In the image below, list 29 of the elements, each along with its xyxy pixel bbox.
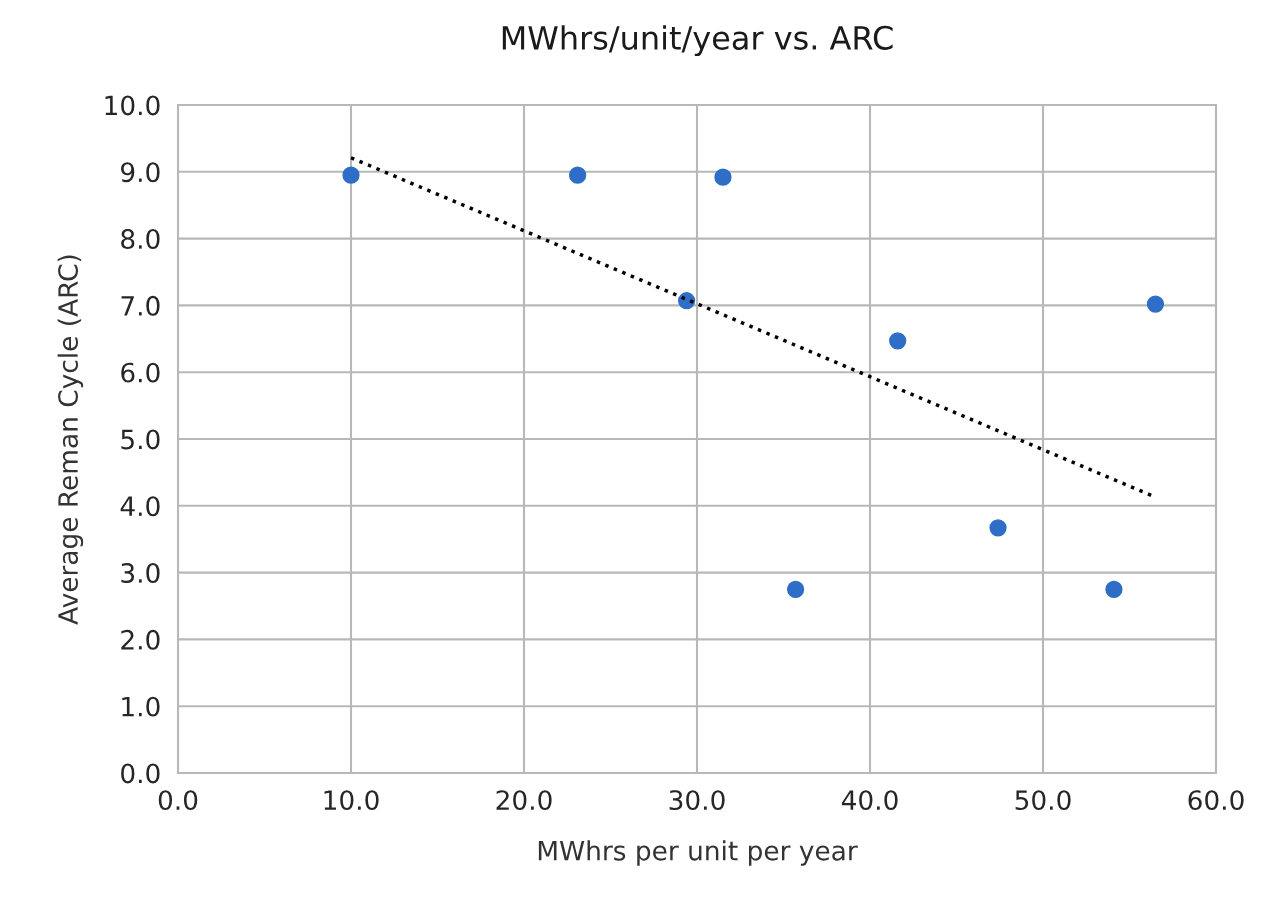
- y-tick-label: 6.0: [121, 362, 160, 383]
- y-tick-label: 7.0: [121, 295, 160, 316]
- x-tick-label: 10.0: [324, 790, 379, 811]
- y-tick-label: 1.0: [122, 696, 160, 717]
- x-tick-label: 50.0: [1015, 790, 1071, 811]
- point: [1105, 580, 1123, 598]
- point: [889, 332, 907, 350]
- y-axis-title: Average Reman Cycle (ARC): [57, 255, 84, 625]
- y-tick-label: 2.0: [121, 629, 160, 650]
- x-tick-label: 40.0: [841, 790, 898, 811]
- point: [989, 519, 1007, 537]
- y-tick-label: 8.0: [121, 229, 160, 249]
- y-tick-label: 10.0: [105, 95, 160, 116]
- point: [786, 580, 805, 598]
- y-tick-label: 4.0: [120, 496, 160, 517]
- y-tick-label: 5.0: [121, 429, 160, 450]
- y-tick-label: 0.0: [121, 763, 160, 784]
- x-tick-label: 20.0: [496, 790, 552, 811]
- x-tick-label: 0.0: [158, 790, 198, 811]
- x-axis-title: MWhrs per unit per year: [538, 840, 858, 866]
- point: [569, 166, 587, 184]
- point: [342, 166, 360, 184]
- chart-title: MWhrs/unit/year vs. ARC: [502, 25, 893, 57]
- x-tick-label: 30.0: [669, 790, 725, 811]
- y-tick-label: 9.0: [121, 162, 160, 183]
- point: [1146, 295, 1165, 313]
- y-tick-label: 3.0: [121, 563, 160, 583]
- point: [714, 168, 732, 186]
- x-tick-label: 60.0: [1188, 790, 1244, 811]
